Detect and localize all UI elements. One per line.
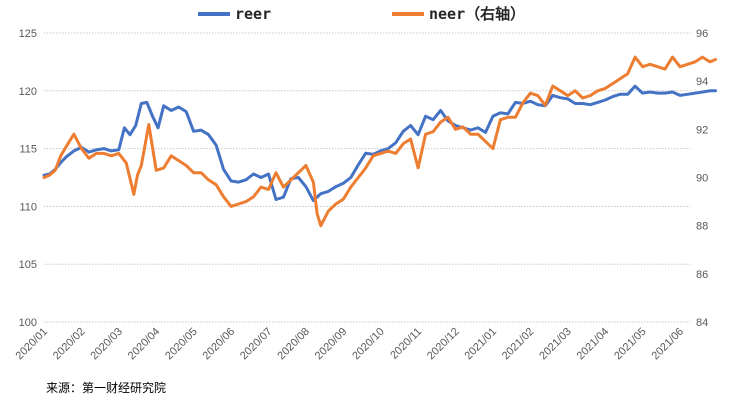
right-tick-label: 90 bbox=[696, 173, 708, 185]
x-tick-label: 2021/04 bbox=[575, 326, 612, 363]
left-tick-label: 110 bbox=[19, 201, 37, 213]
x-tick-label: 2020/08 bbox=[275, 326, 312, 363]
left-tick-label: 120 bbox=[19, 86, 37, 98]
series-line-reer bbox=[42, 84, 717, 203]
x-tick-label: 2021/02 bbox=[500, 326, 537, 363]
right-tick-label: 92 bbox=[696, 124, 708, 136]
x-tick-label: 2021/06 bbox=[650, 326, 687, 363]
legend-label-reer: reer bbox=[235, 5, 271, 23]
x-axis-ticks: 2020/01 2020/02 2020/03 2020/04 2020/05 2020/… bbox=[14, 326, 687, 363]
series-lines bbox=[42, 55, 717, 228]
source-note: 来源：第一财经研究院 bbox=[46, 381, 167, 395]
x-tick-label: 2021/01 bbox=[462, 326, 499, 363]
x-tick-label: 2020/10 bbox=[350, 326, 387, 363]
x-tick-label: 2020/05 bbox=[163, 326, 200, 363]
x-tick-label: 2020/01 bbox=[14, 326, 51, 363]
x-tick-label: 2020/09 bbox=[313, 326, 350, 363]
right-tick-label: 94 bbox=[696, 76, 708, 88]
x-tick-label: 2020/02 bbox=[51, 326, 88, 363]
left-tick-label: 100 bbox=[19, 317, 37, 329]
x-tick-label: 2020/03 bbox=[88, 326, 125, 363]
left-axis-ticks: 100 105 110 115 120 125 bbox=[19, 28, 37, 329]
legend: reer neer（右轴） bbox=[198, 5, 525, 23]
left-tick-label: 115 bbox=[19, 144, 37, 156]
x-tick-label: 2020/04 bbox=[126, 326, 163, 363]
left-tick-label: 105 bbox=[19, 259, 37, 271]
legend-label-neer: neer（右轴） bbox=[429, 5, 525, 23]
right-tick-label: 86 bbox=[696, 269, 708, 281]
x-tick-label: 2020/12 bbox=[425, 326, 462, 363]
gridlines bbox=[44, 32, 690, 323]
series-line-neer bbox=[42, 55, 717, 228]
right-tick-label: 84 bbox=[696, 317, 708, 329]
left-tick-label: 125 bbox=[19, 28, 37, 40]
right-tick-label: 88 bbox=[696, 221, 708, 233]
x-tick-label: 2021/05 bbox=[612, 326, 649, 363]
x-tick-label: 2020/06 bbox=[201, 326, 238, 363]
x-tick-label: 2020/07 bbox=[238, 326, 275, 363]
x-tick-label: 2021/03 bbox=[537, 326, 574, 363]
right-tick-label: 96 bbox=[696, 28, 708, 40]
right-axis-ticks: 84 86 88 90 92 94 96 bbox=[696, 28, 708, 329]
x-tick-label: 2020/11 bbox=[388, 326, 424, 362]
